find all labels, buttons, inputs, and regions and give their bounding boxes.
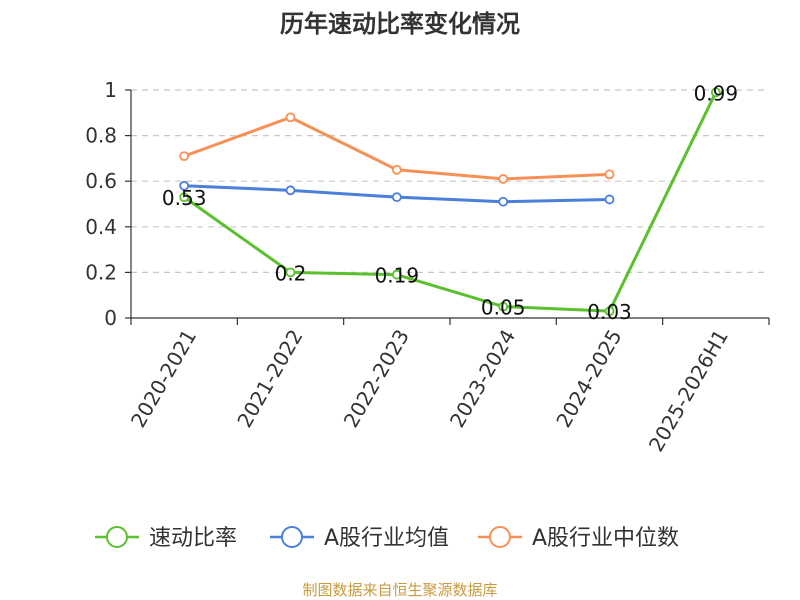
data-point [179, 151, 190, 162]
legend-marker [281, 526, 303, 548]
series-line [183, 91, 718, 313]
y-tick-label: 0.8 [85, 124, 117, 148]
data-label: 0.03 [587, 300, 632, 324]
data-point [604, 194, 615, 205]
grid [131, 89, 769, 273]
x-tick-label: 2024-2025 [551, 325, 626, 431]
data-point [285, 267, 296, 278]
data-point [391, 269, 402, 280]
data-point [604, 169, 615, 180]
data-point [285, 112, 296, 123]
y-tick-label: 0.6 [85, 169, 117, 193]
x-tick-label: 2023-2024 [445, 325, 520, 431]
y-tick-label: 0.4 [85, 215, 117, 239]
data-point [391, 164, 402, 175]
legend-marker [489, 526, 511, 548]
x-tick-label: 2021-2022 [232, 325, 307, 431]
data-point [391, 192, 402, 203]
data-point [710, 87, 721, 98]
chart-title: 历年速动比率变化情况 [280, 10, 520, 38]
x-tick-label: 2025-2026H1 [644, 325, 733, 455]
legend-label: A股行业中位数 [532, 526, 679, 551]
y-tick-label: 0.2 [85, 260, 117, 284]
axes: 0 0.2 0.4 0.6 0.8 1 2020-2021 2021-2022 2022-202… [85, 78, 770, 456]
y-tick-label: 1 [104, 78, 117, 102]
data-label: 0.2 [275, 261, 307, 285]
legend-marker [106, 526, 128, 548]
data-point [179, 192, 190, 203]
legend-label: A股行业均值 [324, 526, 449, 551]
data-point [498, 301, 509, 312]
data-label: 0.19 [375, 264, 420, 288]
data-label: 0.05 [481, 296, 526, 320]
data-point [498, 174, 509, 184]
data-point [604, 306, 615, 317]
series-lines [179, 87, 721, 317]
data-label: 0.99 [694, 81, 739, 105]
data-labels: 0.53 0.2 0.19 0.05 0.03 0.99 [162, 81, 738, 324]
data-label: 0.53 [162, 186, 207, 210]
source-note: 制图数据来自恒生聚源数据库 [302, 581, 497, 599]
x-tick-label: 2020-2021 [126, 325, 201, 431]
data-point [285, 185, 296, 196]
x-tick-label: 2022-2023 [339, 325, 414, 431]
data-point [498, 196, 509, 207]
data-point [179, 180, 190, 191]
y-tick-label: 0 [104, 306, 117, 330]
legend: 速动比率 A股行业均值 A股行业中位数 [95, 526, 679, 551]
legend-label: 速动比率 [149, 526, 237, 551]
